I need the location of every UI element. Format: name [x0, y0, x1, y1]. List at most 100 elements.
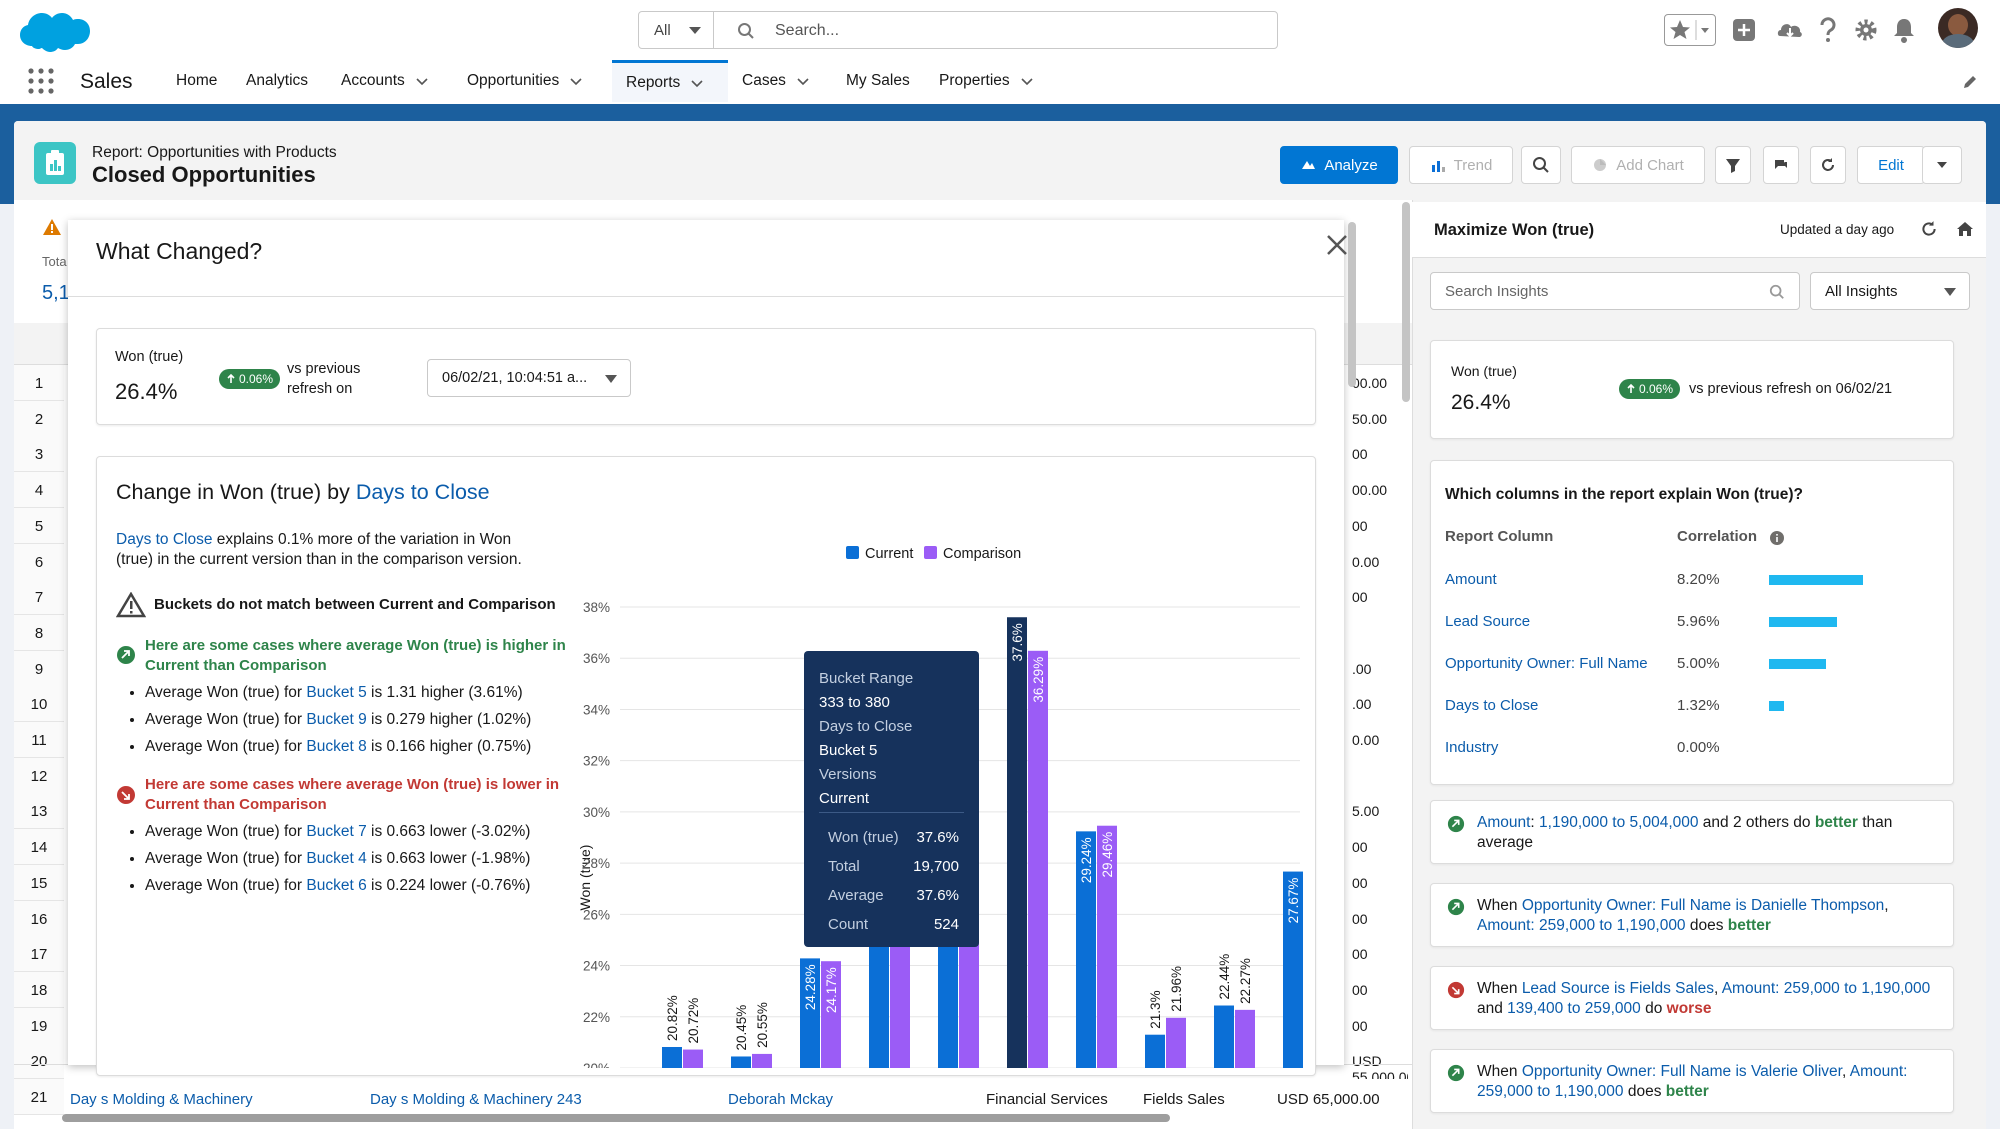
chevron-down-icon[interactable]: [1020, 74, 1034, 88]
edit-button[interactable]: Edit: [1857, 146, 1925, 184]
bucket-link[interactable]: Bucket 6: [306, 877, 367, 894]
favorites-button[interactable]: [1664, 14, 1716, 46]
table-cell[interactable]: Day s Molding & Machinery 243: [370, 1091, 582, 1108]
change-title-link[interactable]: Days to Close: [355, 480, 490, 504]
arrow-up-icon: [227, 374, 235, 383]
nav-item-reports[interactable]: Reports: [612, 60, 728, 102]
salesforce-logo[interactable]: [18, 6, 90, 54]
nav-item-my-sales[interactable]: My Sales: [832, 60, 924, 102]
insights-search[interactable]: Search Insights: [1430, 272, 1800, 310]
search-input[interactable]: Search...: [775, 22, 840, 39]
bar-comparison[interactable]: [1235, 1009, 1255, 1068]
search-report-button[interactable]: [1521, 146, 1561, 184]
bucket-link[interactable]: Bucket 7: [306, 823, 367, 840]
report-column-link[interactable]: Days to Close: [1445, 697, 1539, 714]
modal-scrollbar[interactable]: [1348, 222, 1356, 387]
nav-item-analytics[interactable]: Analytics: [232, 60, 322, 102]
report-column-link[interactable]: Amount: [1445, 571, 1497, 588]
explain-link[interactable]: Days to Close: [116, 531, 213, 548]
nav-item-cases[interactable]: Cases: [728, 60, 824, 102]
insight-link[interactable]: Opportunity Owner: Full Name is Danielle…: [1521, 897, 1885, 914]
bar-current[interactable]: [1076, 831, 1096, 1068]
refresh-icon[interactable]: [1920, 220, 1938, 238]
nav-item-accounts[interactable]: Accounts: [327, 60, 443, 102]
analyze-button[interactable]: Analyze: [1280, 146, 1398, 184]
bucket-link[interactable]: Bucket 9: [306, 711, 367, 728]
insight-link[interactable]: Amount: [1477, 814, 1531, 831]
filter-button[interactable]: [1715, 146, 1751, 184]
bucket-link[interactable]: Bucket 4: [306, 850, 367, 867]
insight-link[interactable]: Lead Source is Fields Sales: [1521, 980, 1714, 997]
insight-card[interactable]: When Opportunity Owner: Full Name is Val…: [1430, 1049, 1954, 1113]
bucket-link[interactable]: Bucket 8: [306, 738, 367, 755]
search-scope-select[interactable]: All: [639, 12, 714, 48]
bar-comparison[interactable]: [752, 1053, 772, 1068]
comment-button[interactable]: [1763, 146, 1799, 184]
legend-label[interactable]: Comparison: [943, 546, 1021, 562]
nav-item-opportunities[interactable]: Opportunities: [453, 60, 597, 102]
chevron-down-icon[interactable]: [796, 74, 810, 88]
bar-comparison[interactable]: [890, 942, 910, 1068]
insight-link[interactable]: 1,190,000 to 5,004,000: [1539, 814, 1699, 831]
nav-item-home[interactable]: Home: [162, 60, 231, 102]
insight-link[interactable]: Amount: 259,000 to 1,190,000: [1721, 980, 1931, 997]
avatar[interactable]: [1938, 8, 1978, 48]
bar-current[interactable]: [731, 1056, 751, 1068]
table-cell[interactable]: Day s Molding & Machinery: [70, 1091, 253, 1108]
insight-link[interactable]: 139,400 to 259,000: [1507, 1000, 1641, 1017]
table-cell[interactable]: Deborah Mckay: [728, 1091, 834, 1108]
help-icon[interactable]: [1818, 17, 1838, 43]
comparison-date-select[interactable]: 06/02/21, 10:04:51 a...: [427, 359, 631, 397]
gear-icon[interactable]: [1854, 18, 1878, 42]
insight-link[interactable]: Amount: 259,000 to 1,190,000: [1477, 917, 1686, 934]
app-launcher-icon[interactable]: [28, 68, 54, 94]
chevron-down-icon[interactable]: [569, 74, 583, 88]
more-actions-button[interactable]: [1922, 146, 1962, 184]
refresh-button[interactable]: [1810, 146, 1846, 184]
insight-link[interactable]: Amount: 259,000 to 1,190,000: [1477, 1063, 1908, 1100]
bar-current[interactable]: [1214, 1005, 1234, 1068]
add-chart-button[interactable]: Add Chart: [1571, 146, 1705, 184]
bar-current[interactable]: [938, 942, 958, 1068]
bar-current[interactable]: [662, 1046, 682, 1068]
bar-comparison[interactable]: [1028, 650, 1048, 1068]
bar-comparison[interactable]: [1097, 825, 1117, 1068]
report-column-link[interactable]: Lead Source: [1445, 613, 1531, 630]
add-icon[interactable]: [1732, 18, 1756, 42]
row-number: 11: [14, 722, 64, 758]
global-search[interactable]: All Search...: [638, 11, 1278, 49]
insight-link[interactable]: Opportunity Owner: Full Name is Valerie …: [1521, 1063, 1842, 1080]
nav-item-properties[interactable]: Properties: [925, 60, 1048, 102]
insight-card[interactable]: When Lead Source is Fields Sales, Amount…: [1430, 966, 1954, 1030]
bar-comparison[interactable]: [821, 961, 841, 1068]
horizontal-scrollbar[interactable]: [62, 1114, 1170, 1122]
data-label: 22.44%: [1217, 954, 1232, 1000]
trend-button[interactable]: Trend: [1409, 146, 1513, 184]
bar-comparison[interactable]: [1166, 1017, 1186, 1068]
insights-filter-select[interactable]: All Insights: [1810, 272, 1970, 310]
trailhead-icon[interactable]: [1776, 18, 1804, 42]
bar-current[interactable]: [1283, 871, 1303, 1068]
report-column-link[interactable]: Opportunity Owner: Full Name: [1445, 655, 1648, 672]
bar-current[interactable]: [869, 942, 889, 1068]
chevron-down-icon[interactable]: [415, 74, 429, 88]
info-icon[interactable]: [1769, 530, 1785, 546]
bucket-link[interactable]: Bucket 5: [306, 684, 367, 701]
close-icon[interactable]: [1324, 232, 1350, 258]
bar-current[interactable]: [1145, 1034, 1165, 1068]
insight-card[interactable]: Amount: 1,190,000 to 5,004,000 and 2 oth…: [1430, 800, 1954, 864]
insight-card[interactable]: When Opportunity Owner: Full Name is Dan…: [1430, 883, 1954, 947]
trend-icon: [1431, 161, 1445, 172]
edit-nav-icon[interactable]: [1962, 74, 1978, 90]
bar-comparison[interactable]: [683, 1049, 703, 1068]
report-column-link[interactable]: Industry: [1445, 739, 1499, 756]
bar-current[interactable]: [800, 958, 820, 1068]
legend-label[interactable]: Current: [865, 546, 913, 562]
bar-current[interactable]: [1007, 617, 1027, 1068]
chevron-down-icon[interactable]: [690, 76, 704, 90]
insights-search-input[interactable]: Search Insights: [1445, 283, 1549, 300]
vertical-scrollbar[interactable]: [1402, 202, 1410, 402]
bar-comparison[interactable]: [959, 942, 979, 1068]
home-icon[interactable]: [1956, 220, 1974, 238]
bell-icon[interactable]: [1892, 17, 1916, 43]
